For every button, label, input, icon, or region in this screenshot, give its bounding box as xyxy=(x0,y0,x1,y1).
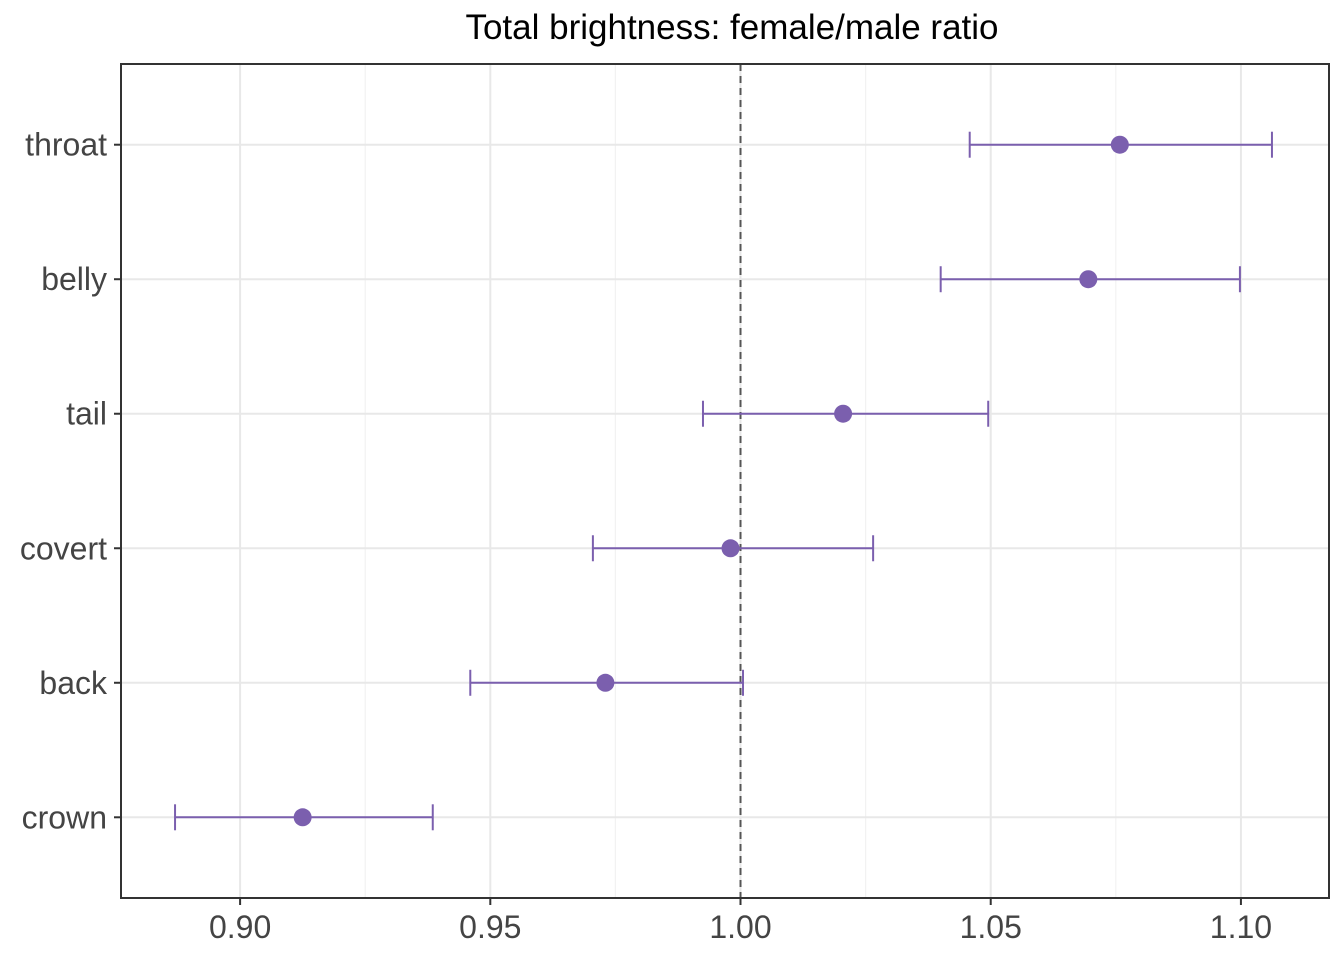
x-tick-label: 1.00 xyxy=(709,909,771,945)
y-tick-label: tail xyxy=(66,396,107,432)
data-point-group xyxy=(968,131,1273,158)
data-point-group xyxy=(469,669,745,696)
data-point-group xyxy=(701,400,990,427)
data-point xyxy=(834,404,853,423)
chart-title: Total brightness: female/male ratio xyxy=(465,8,999,47)
marks-layer xyxy=(174,131,1273,831)
y-tick-label: covert xyxy=(20,530,107,566)
data-point xyxy=(293,808,312,827)
y-tick-label: belly xyxy=(41,261,107,297)
axis-layer: 0.90 0.95 1.00 1.05 1.10 crown back covert tail b… xyxy=(20,127,1272,945)
x-tick-label: 1.10 xyxy=(1210,909,1272,945)
y-tick-label: throat xyxy=(25,127,107,163)
data-point-group xyxy=(591,535,875,562)
x-tick-label: 1.05 xyxy=(960,909,1022,945)
x-tick-label: 0.90 xyxy=(209,909,271,945)
data-point xyxy=(1110,135,1129,154)
data-point xyxy=(596,673,615,692)
panel-border xyxy=(120,63,1330,899)
data-point xyxy=(1079,270,1098,289)
x-tick-label: 0.95 xyxy=(459,909,521,945)
y-tick-label: crown xyxy=(22,799,107,835)
grid-layer xyxy=(121,64,1329,898)
data-point xyxy=(721,539,740,558)
data-point-group xyxy=(174,804,434,831)
y-tick-label: back xyxy=(39,665,108,701)
data-point-group xyxy=(939,266,1241,293)
